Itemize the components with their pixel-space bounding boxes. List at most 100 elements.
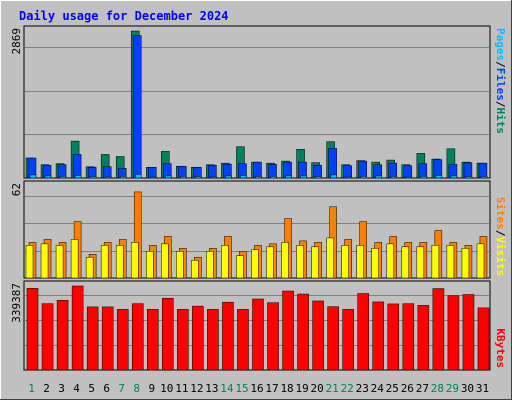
x-tick-label-day-5: 5 [88, 382, 95, 395]
bar-kbytes-day-26 [402, 303, 415, 371]
bar-files-day-19 [298, 161, 307, 179]
bar-pages-day-10 [165, 175, 172, 179]
bar-kbytes-day-5 [86, 306, 99, 371]
bar-sites-day-22 [341, 245, 349, 279]
bar-files-day-21 [328, 148, 337, 179]
bar-sites-day-7 [115, 245, 124, 279]
bar-sites-day-12 [191, 259, 199, 279]
x-tick-label-day-20: 20 [311, 382, 324, 395]
bar-pages-day-19 [300, 175, 307, 179]
bar-pages-day-24 [375, 175, 382, 179]
x-tick-label-day-23: 23 [356, 382, 369, 395]
bar-files-day-20 [313, 164, 322, 179]
x-tick-label-day-22: 22 [341, 382, 354, 395]
bar-sites-day-28 [431, 245, 440, 279]
bar-pages-day-2 [44, 175, 52, 179]
bar-files-day-25 [388, 162, 398, 179]
bar-sites-day-30 [461, 248, 470, 279]
x-tick-label-day-16: 16 [250, 382, 263, 395]
bar-pages-day-17 [270, 176, 277, 179]
x-tick-label-day-24: 24 [371, 382, 385, 395]
legend-separator: / [494, 101, 507, 108]
bar-kbytes-day-11 [177, 309, 189, 371]
x-tick-label-day-7: 7 [118, 382, 125, 395]
x-tick-label-day-26: 26 [401, 382, 414, 395]
x-tick-label-day-12: 12 [190, 382, 203, 395]
legend-item-hits: Hits [494, 108, 507, 135]
bar-files-day-23 [358, 160, 367, 179]
bar-files-day-3 [57, 164, 67, 179]
bar-sites-day-5 [85, 256, 94, 279]
bar-kbytes-day-24 [372, 301, 385, 371]
bar-sites-day-13 [206, 251, 214, 279]
bar-sites-day-4 [70, 239, 79, 279]
bar-kbytes-day-27 [417, 305, 430, 371]
bar-sites-day-29 [446, 245, 455, 279]
bar-pages-day-13 [210, 176, 217, 179]
bar-pages-day-8 [134, 174, 142, 179]
bar-sites-day-27 [416, 246, 425, 279]
chart-panels: 2869 Pages/Files/Hits62Sites/Visits339387… [10, 25, 507, 371]
bar-files-day-17 [268, 163, 277, 179]
bar-pages-day-12 [195, 176, 202, 179]
bar-sites-day-11 [176, 251, 184, 279]
bar-files-day-6 [102, 166, 112, 179]
x-tick-label-day-21: 21 [326, 382, 339, 395]
bar-sites-day-23 [356, 245, 364, 279]
bar-files-day-8 [132, 35, 142, 179]
bar-pages-day-7 [119, 176, 127, 179]
bar-kbytes-day-17 [267, 302, 279, 371]
panel-kbytes: 339387 KBytes [10, 280, 507, 371]
x-tick-label-day-31: 31 [476, 382, 489, 395]
x-tick-label-day-27: 27 [416, 382, 429, 395]
chart-title: Daily usage for December 2024 [19, 9, 229, 23]
bar-pages-day-23 [360, 176, 367, 179]
legend-item-kbytes: KBytes [494, 328, 507, 368]
bar-kbytes-day-18 [282, 290, 294, 371]
bar-sites-day-6 [100, 245, 109, 279]
panel-visits: 62 Sites/Visits [10, 180, 507, 279]
x-tick-label-day-17: 17 [265, 382, 278, 395]
bar-sites-day-2 [40, 243, 49, 279]
bar-kbytes-day-3 [56, 299, 69, 371]
bar-kbytes-day-19 [297, 293, 309, 371]
bar-pages-day-9 [150, 176, 157, 179]
panel-visits-legend-text: Sites/Visits [494, 197, 507, 276]
bar-kbytes-day-7 [116, 309, 129, 371]
x-tick-label-day-4: 4 [73, 382, 80, 395]
bar-kbytes-day-25 [387, 303, 400, 371]
legend-item-visits: Visits [494, 237, 507, 277]
x-tick-label-day-19: 19 [295, 382, 308, 395]
bar-pages-day-29 [450, 175, 458, 179]
x-tick-label-day-9: 9 [148, 382, 155, 395]
bar-files-day-31 [478, 162, 488, 179]
bar-kbytes-day-31 [477, 307, 490, 371]
legend-item-pages: Pages [494, 28, 507, 61]
bar-pages-day-31 [480, 176, 488, 179]
x-tick-label-day-3: 3 [58, 382, 65, 395]
bar-kbytes-day-30 [462, 294, 475, 371]
bar-pages-day-1 [29, 174, 37, 179]
panel-kbytes-max-label: 339387 [10, 283, 23, 323]
x-tick-label-day-8: 8 [133, 382, 140, 395]
bar-files-day-4 [72, 154, 82, 179]
bar-files-day-22 [343, 165, 352, 179]
bar-kbytes-day-8 [131, 303, 144, 371]
bar-kbytes-day-29 [447, 295, 460, 371]
bar-sites-day-25 [386, 243, 395, 279]
bar-sites-day-31 [476, 243, 485, 279]
bar-kbytes-day-13 [207, 309, 219, 371]
x-tick-label-day-30: 30 [461, 382, 474, 395]
bar-kbytes-day-4 [71, 285, 84, 371]
bar-files-day-13 [208, 164, 217, 179]
x-axis-day-labels: 1 2 3 4 5 6 7 8 9 10 11 12 13 14 15 16 17 18 19 20 21 22 23 24 2… [28, 382, 489, 395]
bar-kbytes-day-23 [357, 293, 369, 371]
x-tick-label-day-28: 28 [431, 382, 444, 395]
x-tick-label-day-6: 6 [103, 382, 110, 395]
bar-kbytes-day-20 [312, 300, 324, 371]
bar-sites-day-16 [251, 249, 259, 279]
bar-sites-day-17 [266, 246, 274, 279]
x-tick-label-day-11: 11 [175, 382, 188, 395]
bar-files-day-26 [403, 165, 413, 179]
